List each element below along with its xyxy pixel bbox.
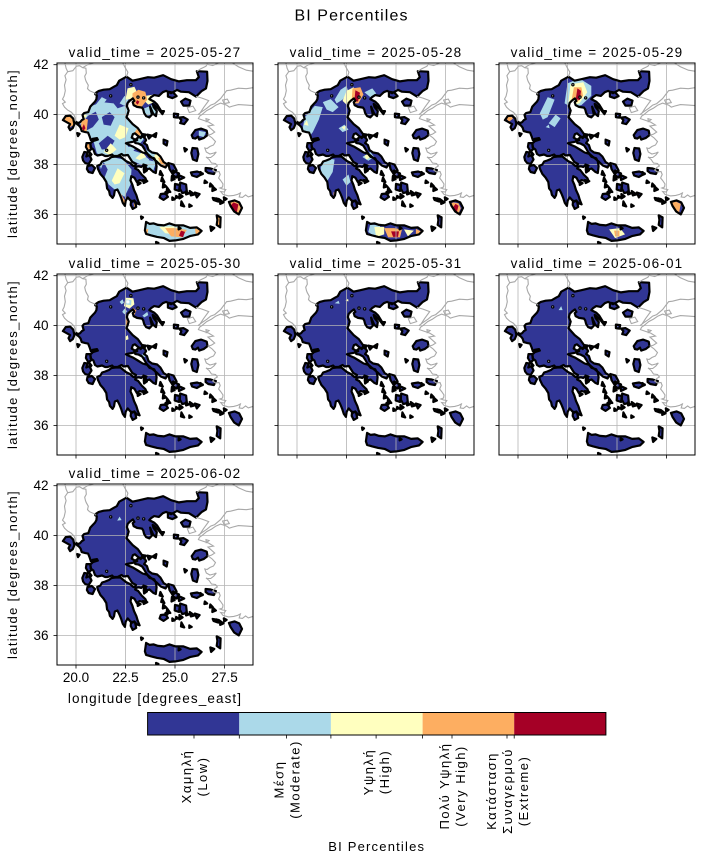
svg-text:valid_time = 2025-05-30: valid_time = 2025-05-30 — [69, 256, 242, 271]
svg-text:27.5: 27.5 — [211, 670, 237, 685]
svg-text:42: 42 — [33, 268, 48, 283]
svg-text:longitude [degrees_east]: longitude [degrees_east] — [68, 691, 242, 706]
svg-text:36: 36 — [33, 207, 48, 222]
svg-text:(Very High): (Very High) — [453, 745, 468, 827]
svg-text:40: 40 — [33, 528, 48, 543]
svg-text:latitude [degrees_north]: latitude [degrees_north] — [5, 69, 20, 238]
svg-text:20.0: 20.0 — [63, 670, 89, 685]
svg-text:Συναγερμού: Συναγερμού — [500, 748, 515, 834]
svg-text:40: 40 — [33, 318, 48, 333]
svg-text:BI Percentiles: BI Percentiles — [294, 8, 408, 25]
svg-text:latitude [degrees_north]: latitude [degrees_north] — [5, 490, 20, 659]
svg-text:38: 38 — [33, 157, 48, 172]
svg-text:valid_time = 2025-05-29: valid_time = 2025-05-29 — [511, 45, 684, 60]
svg-text:(Low): (Low) — [195, 756, 210, 796]
svg-text:(High): (High) — [377, 750, 392, 794]
svg-text:22.5: 22.5 — [112, 670, 138, 685]
svg-text:(Moderate): (Moderate) — [288, 740, 303, 819]
svg-text:Μέση: Μέση — [272, 761, 287, 799]
svg-text:42: 42 — [33, 57, 48, 72]
svg-text:valid_time = 2025-06-02: valid_time = 2025-06-02 — [69, 466, 242, 481]
svg-text:Υψηλή: Υψηλή — [361, 749, 376, 795]
svg-text:36: 36 — [33, 418, 48, 433]
svg-text:40: 40 — [33, 107, 48, 122]
svg-text:(Extreme): (Extreme) — [516, 756, 531, 827]
svg-text:valid_time = 2025-05-28: valid_time = 2025-05-28 — [290, 45, 463, 60]
svg-text:38: 38 — [33, 578, 48, 593]
svg-text:Πολύ Υψηλή: Πολύ Υψηλή — [437, 743, 452, 830]
svg-text:valid_time = 2025-05-27: valid_time = 2025-05-27 — [69, 45, 242, 60]
svg-text:Κατάσταση: Κατάσταση — [484, 752, 499, 830]
svg-text:valid_time = 2025-06-01: valid_time = 2025-06-01 — [511, 256, 684, 271]
svg-text:BI Percentiles: BI Percentiles — [328, 839, 425, 854]
svg-text:38: 38 — [33, 368, 48, 383]
svg-text:36: 36 — [33, 628, 48, 643]
svg-text:25.0: 25.0 — [162, 670, 188, 685]
svg-text:42: 42 — [33, 478, 48, 493]
svg-text:latitude [degrees_north]: latitude [degrees_north] — [5, 280, 20, 449]
svg-text:Χαμηλή: Χαμηλή — [179, 750, 194, 804]
svg-text:valid_time = 2025-05-31: valid_time = 2025-05-31 — [290, 256, 463, 271]
